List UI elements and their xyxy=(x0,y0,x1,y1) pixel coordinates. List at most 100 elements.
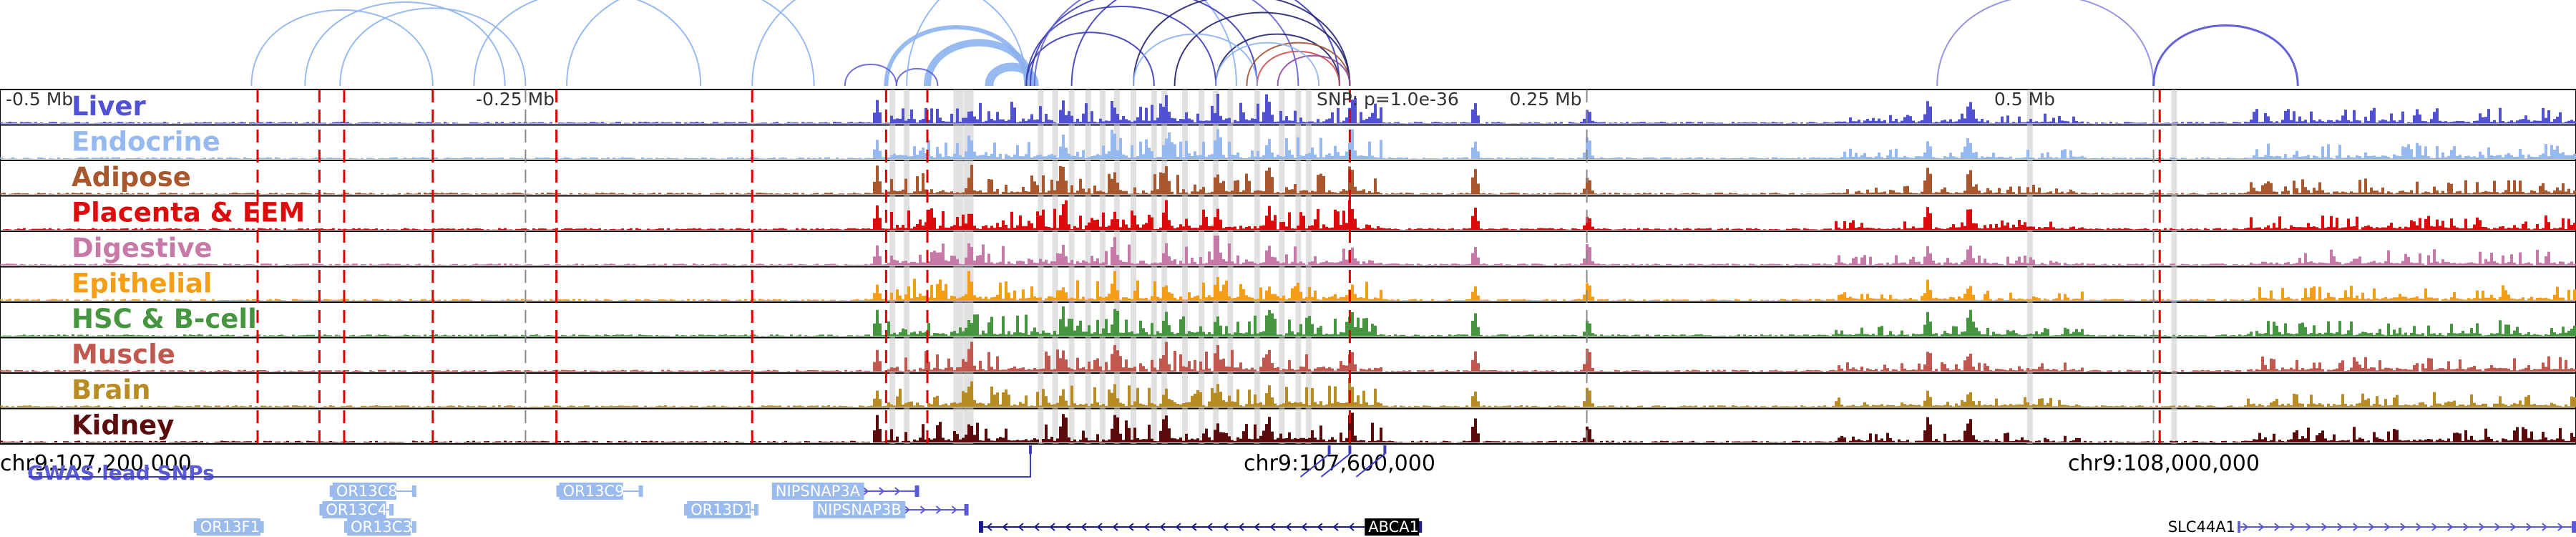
gene-strand-arrow xyxy=(2526,523,2532,531)
gene-exon-end-or13c4 xyxy=(389,504,394,516)
gwas-track-label: GWAS lead SNPs xyxy=(27,461,215,485)
gene-strand-arrow xyxy=(1238,523,1244,531)
interaction-arc-22 xyxy=(1277,54,1351,87)
ruler-tick-label: -0.5 Mb xyxy=(6,89,73,110)
interaction-arc-18 xyxy=(1174,11,1351,87)
gene-strand-arrow xyxy=(2542,523,2548,531)
track-label-digestive: Digestive xyxy=(72,233,213,263)
interaction-arc-9 xyxy=(844,64,897,87)
ruler: -0.5 Mb -0.25 Mb 0.25 Mb 0.5 Mb SNP: p=1.0e-… xyxy=(6,89,2055,110)
interaction-arc-2 xyxy=(339,7,527,87)
gene-strand-arrow xyxy=(1002,523,1008,531)
gene-annotation-track: OR13C8 OR13C9 NIPSNAP3A OR13C4 OR13D1 NIPSNAP… xyxy=(193,483,2576,536)
gene-exon-or13c4 xyxy=(319,504,324,516)
gene-strand-arrow xyxy=(863,487,869,495)
gene-strand-arrow xyxy=(2510,523,2517,531)
gene-label-or13c9: OR13C9 xyxy=(563,483,625,500)
gene-strand-arrow xyxy=(2463,523,2469,531)
gene-strand-arrow xyxy=(2447,523,2454,531)
interaction-arc-25 xyxy=(1936,0,2155,87)
gene-strand-arrow xyxy=(1128,523,1134,531)
gene-strand-arrow xyxy=(2337,523,2343,531)
gene-label-bg-slc44a1 xyxy=(2164,518,2238,536)
snp-pvalue-label: SNP: p=1.0e-36 xyxy=(1317,89,1459,110)
highlight-band-9 xyxy=(1113,90,1120,444)
gene-exon-end-nipsnap3a xyxy=(914,485,919,497)
highlight-band-2 xyxy=(953,90,964,444)
track-label-endocrine: Endocrine xyxy=(72,127,220,158)
gene-strand-arrow xyxy=(2384,523,2391,531)
gene-strand-arrow xyxy=(1065,523,1071,531)
gene-strand-arrow xyxy=(919,505,926,514)
gene-strand-arrow xyxy=(986,523,992,531)
gene-strand-arrow xyxy=(904,505,910,514)
gene-exon-or13c9 xyxy=(556,485,561,497)
highlight-band-0 xyxy=(889,90,896,444)
interaction-arc-19 xyxy=(1215,33,1340,87)
gene-label-bg-abca1 xyxy=(1365,518,1420,536)
ruler-tick-label: -0.25 Mb xyxy=(476,89,555,110)
gene-label-or13c4: OR13C4 xyxy=(326,501,387,518)
gene-exon-or13c3 xyxy=(343,521,348,533)
interaction-arc-16 xyxy=(1070,0,1340,87)
gene-strand-arrow xyxy=(1049,523,1055,531)
signal-digestive xyxy=(0,236,2576,266)
track-label-liver: Liver xyxy=(72,91,146,122)
gene-label-nipsnap3a: NIPSNAP3A xyxy=(776,483,861,500)
chromatin-interaction-arcs xyxy=(250,0,2299,87)
interaction-arc-20 xyxy=(1246,42,1351,87)
gene-strand-arrow xyxy=(1018,523,1024,531)
gene-strand-arrow xyxy=(2431,523,2438,531)
gene-strand-arrow xyxy=(894,487,901,495)
interaction-arc-14 xyxy=(1030,0,1258,87)
highlight-band-19 xyxy=(1295,90,1302,444)
gene-strand-arrow xyxy=(2258,523,2265,531)
coordinate-label: chr9:108,000,000 xyxy=(2068,451,2260,476)
gene-strand-arrow xyxy=(2290,523,2296,531)
highlight-band-16 xyxy=(1227,90,1234,444)
gene-label-bg-or13c4 xyxy=(322,501,386,518)
gwas-lead-snps-track: GWAS lead SNPs xyxy=(27,445,1387,485)
track-label-muscle: Muscle xyxy=(72,339,175,370)
gwas-connector-0 xyxy=(29,454,1031,478)
track-label-placenta-eem: Placenta & EEM xyxy=(72,198,305,228)
interaction-arc-0 xyxy=(250,9,434,87)
interaction-arc-15 xyxy=(1033,0,1299,87)
coordinate-label: chr9:107,600,000 xyxy=(1244,451,1435,476)
gene-label-bg-nipsnap3b xyxy=(813,501,906,518)
gene-label-bg-or13c9 xyxy=(559,483,623,500)
gene-strand-arrow xyxy=(1269,523,1276,531)
gene-strand-arrow xyxy=(1143,523,1150,531)
gene-label-or13f1: OR13F1 xyxy=(200,518,260,536)
gene-strand-arrow xyxy=(2306,523,2312,531)
gene-label-bg-or13d1 xyxy=(687,501,751,518)
interaction-arc-8 xyxy=(985,62,1039,87)
gene-exon-end-nipsnap3b xyxy=(964,504,969,516)
gene-strand-arrow xyxy=(1254,523,1260,531)
gene-exon-slc44a1 xyxy=(2235,521,2240,533)
gwas-connector-2 xyxy=(1320,453,1351,478)
track-label-brain: Brain xyxy=(72,374,150,405)
gene-strand-arrow xyxy=(1285,523,1292,531)
signal-panel-frame xyxy=(0,89,2576,445)
interaction-arc-5 xyxy=(751,0,1028,87)
highlight-band-1 xyxy=(904,90,910,444)
gene-label-bg-or13c8 xyxy=(332,483,396,500)
ruler-tick-label: 0.5 Mb xyxy=(1994,89,2055,110)
highlight-band-4 xyxy=(1038,90,1044,444)
interaction-arc-11 xyxy=(906,0,1237,87)
gene-label-or13c8: OR13C8 xyxy=(336,483,398,500)
gene-exon-or13f1 xyxy=(193,521,198,533)
gene-label-abca1: ABCA1 xyxy=(1368,518,1419,536)
interaction-arc-26 xyxy=(2152,24,2299,87)
gene-strand-arrow xyxy=(1159,523,1166,531)
signal-muscle xyxy=(0,342,2576,372)
panel-border xyxy=(0,89,2576,445)
gene-strand-arrow xyxy=(1222,523,1229,531)
gene-strand-arrow xyxy=(2557,523,2564,531)
highlight-band-22 xyxy=(2171,90,2177,444)
gene-strand-arrow xyxy=(2321,523,2328,531)
gene-strand-arrow xyxy=(2479,523,2485,531)
gene-strand-arrow xyxy=(1191,523,1197,531)
